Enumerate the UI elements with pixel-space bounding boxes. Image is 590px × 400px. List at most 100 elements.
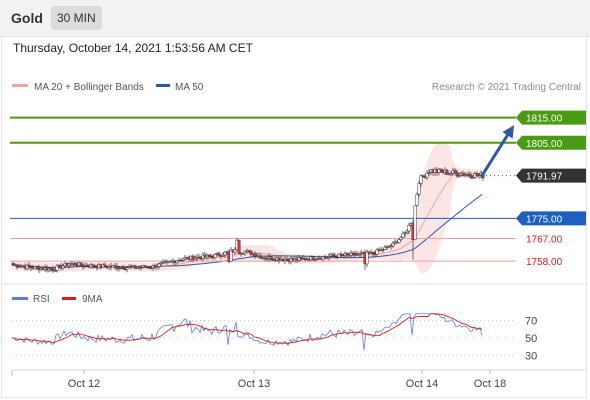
candle-body <box>207 254 211 257</box>
candle-body <box>311 256 315 260</box>
candle <box>439 168 443 173</box>
timeframe-button[interactable]: 30 MIN <box>51 6 102 30</box>
candle <box>67 262 71 269</box>
candle <box>51 265 55 273</box>
candle <box>321 255 325 262</box>
candle-body <box>133 265 137 269</box>
candle-body <box>453 170 457 174</box>
candle <box>477 173 481 179</box>
candle-body <box>445 169 449 175</box>
candle-body <box>73 263 77 266</box>
candle-body <box>175 260 179 263</box>
candle-body <box>365 251 369 265</box>
candle <box>467 170 471 178</box>
candle-body <box>471 177 475 179</box>
candle-body <box>413 205 417 240</box>
candle-body <box>297 257 301 261</box>
candle <box>223 250 227 259</box>
candle <box>383 244 387 251</box>
candle-body <box>115 265 119 269</box>
candle-body <box>103 264 107 267</box>
copyright-text: Research © 2021 Trading Central <box>432 82 581 93</box>
instrument-name: Gold <box>11 10 43 26</box>
candle <box>133 264 137 270</box>
candle <box>55 263 59 273</box>
candle <box>117 265 121 272</box>
candle <box>243 250 247 256</box>
candle <box>407 222 411 235</box>
candle <box>457 172 461 178</box>
candle <box>311 255 315 261</box>
candle-body <box>405 230 409 234</box>
candle <box>399 235 403 241</box>
candle-body <box>233 249 237 253</box>
candle <box>53 268 57 272</box>
candle-body <box>327 256 331 258</box>
rsi-ma-legend-swatch <box>62 297 76 300</box>
candle-body <box>253 253 257 257</box>
candle <box>331 252 335 257</box>
candle <box>155 263 159 271</box>
x-tick-label: Oct 12 <box>68 378 100 390</box>
rsi-tick-50: 50 <box>525 333 537 345</box>
candle-body <box>221 254 225 257</box>
candle-body <box>383 247 387 250</box>
candle-body <box>321 256 325 260</box>
candle-body <box>313 259 317 261</box>
level-box-1805.00 <box>516 135 586 150</box>
candle-body <box>121 266 125 269</box>
rsi-line <box>12 313 483 351</box>
candle-body <box>155 266 159 268</box>
top-bar: Gold 30 MIN <box>0 0 590 37</box>
candle <box>355 251 359 256</box>
candle-body <box>299 257 303 259</box>
candle-body <box>143 265 147 268</box>
candle-body <box>353 253 357 256</box>
candle <box>345 252 349 257</box>
candle <box>249 250 253 257</box>
candle <box>125 266 129 273</box>
level-box-1791.97 <box>516 168 586 183</box>
candle <box>149 266 153 270</box>
candle <box>91 263 95 269</box>
candle-body <box>157 263 161 267</box>
candle <box>103 262 107 268</box>
rsi-tick-70: 70 <box>525 316 537 328</box>
candle-body <box>159 262 163 265</box>
candle-body <box>467 173 471 176</box>
rsi-legend-label: RSI <box>33 294 50 305</box>
candle-body <box>179 259 183 262</box>
candle-body <box>469 175 473 178</box>
candle <box>455 169 459 178</box>
candle-body <box>213 254 217 258</box>
bollinger-band-fill <box>12 140 482 274</box>
candle-body <box>417 183 421 195</box>
candle <box>469 172 473 180</box>
candle-body <box>67 263 71 266</box>
candle-body <box>389 245 393 247</box>
candle-body <box>427 172 431 174</box>
candle <box>181 258 185 263</box>
x-tick-label: Oct 13 <box>238 378 270 390</box>
candle-body <box>457 175 461 177</box>
x-tick-label: Oct 14 <box>406 378 438 390</box>
candle-body <box>391 242 395 247</box>
candle-body <box>371 252 375 255</box>
candle <box>233 247 237 256</box>
candle <box>397 238 401 244</box>
level-label-1775.00: 1775.00 <box>526 214 563 225</box>
candle <box>365 249 369 268</box>
candle <box>217 251 221 257</box>
candle <box>157 262 161 270</box>
candle-body <box>455 172 459 177</box>
candle-body <box>249 250 253 255</box>
candle-body <box>401 233 405 238</box>
candle-body <box>403 232 407 234</box>
candle-body <box>259 255 263 259</box>
candle-body <box>117 267 121 270</box>
candle <box>339 251 343 258</box>
candle-body <box>349 252 353 256</box>
bollinger-legend-swatch <box>12 84 28 87</box>
candle-body <box>407 224 411 232</box>
